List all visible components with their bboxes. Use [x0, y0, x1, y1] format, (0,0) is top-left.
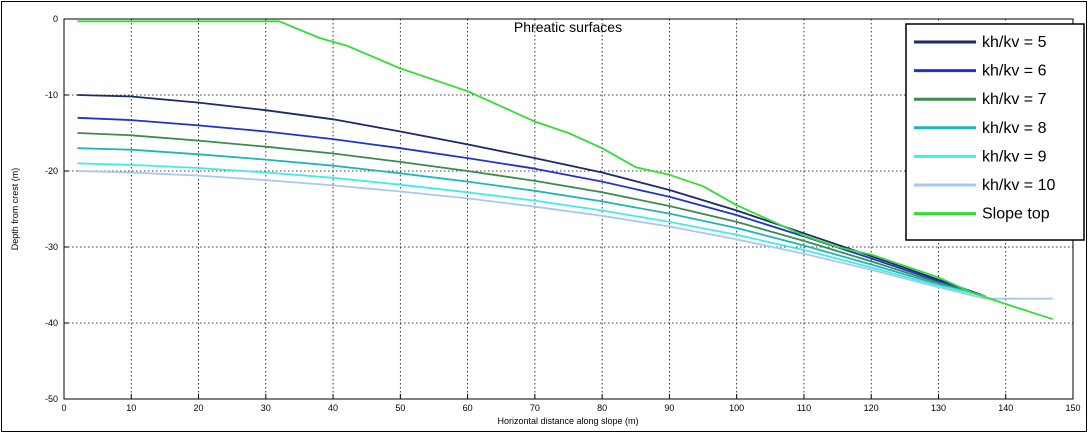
chart-title: Phreatic surfaces [514, 19, 622, 35]
series-line-3 [77, 132, 986, 298]
x-tick-label: 50 [395, 403, 405, 413]
series-line-5 [77, 162, 986, 298]
x-tick-label: 140 [998, 403, 1013, 413]
x-tick-label: 90 [664, 403, 674, 413]
x-tick-label: 20 [194, 403, 204, 413]
x-tick-label: 10 [126, 403, 136, 413]
legend-entry-2: kh/kv = 6 [982, 63, 1047, 80]
y-tick-label: -10 [45, 90, 58, 100]
x-tick-label: 130 [931, 403, 946, 413]
series-line-2 [77, 116, 986, 298]
series-line-4 [77, 147, 986, 298]
x-tick-label: 110 [797, 403, 811, 413]
legend-entry-5: kh/kv = 9 [982, 148, 1047, 165]
legend: kh/kv = 5 kh/kv = 6 kh/kv = 7 kh/kv = 8 kh/k… [905, 23, 1085, 241]
x-tick-label: 30 [261, 403, 271, 413]
plot-area [64, 19, 1073, 399]
x-tick-label: 100 [729, 403, 744, 413]
grid-lines [63, 18, 1074, 400]
x-tick-label: 120 [864, 403, 879, 413]
x-tick-label: 80 [597, 403, 607, 413]
series-line-6 [77, 170, 1053, 300]
x-axis-label: Horizontal distance along slope (m) [497, 416, 638, 426]
x-tick-label: 150 [1065, 403, 1080, 413]
legend-entry-4: kh/kv = 8 [982, 120, 1047, 137]
series-lines [77, 20, 1054, 321]
y-tick-label: 0 [53, 14, 58, 24]
y-tick-labels: 0 -10 -20 -30 -40 -50 [45, 14, 58, 404]
legend-entry-1: kh/kv = 5 [982, 34, 1047, 51]
y-axis-label: Depth from crest (m) [10, 168, 20, 251]
x-tick-label: 70 [530, 403, 540, 413]
series-line-1 [77, 94, 986, 298]
x-tick-label: 0 [61, 403, 66, 413]
x-tick-labels: 0 10 20 30 40 50 60 70 80 90 100 110 120 130 140 150 [61, 403, 1080, 413]
legend-box [905, 23, 1085, 241]
x-tick-label: 60 [463, 403, 473, 413]
y-tick-label: -30 [45, 242, 58, 252]
x-tick-label: 40 [328, 403, 338, 413]
y-tick-label: -50 [45, 394, 58, 404]
legend-entry-3: kh/kv = 7 [982, 91, 1047, 108]
series-line-7 [77, 20, 1054, 321]
y-tick-label: -20 [45, 166, 58, 176]
legend-entry-6: kh/kv = 10 [982, 177, 1055, 194]
y-tick-label: -40 [45, 318, 58, 328]
legend-entry-7: Slope top [982, 206, 1050, 223]
